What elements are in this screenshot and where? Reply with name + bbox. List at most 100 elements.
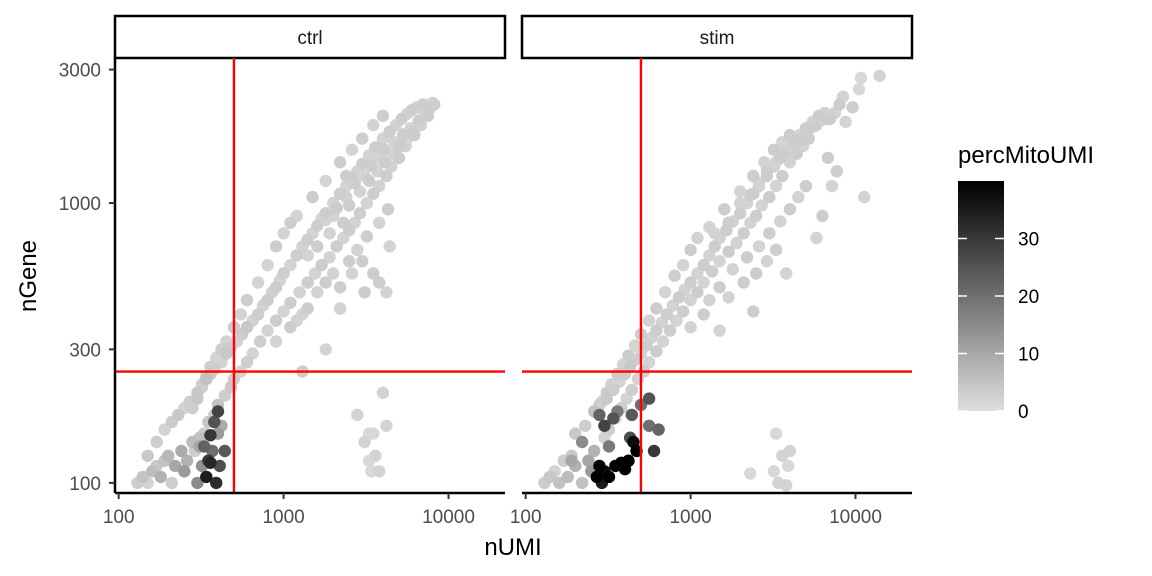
- data-point: [569, 427, 582, 440]
- data-point: [658, 286, 672, 299]
- data-point: [213, 459, 226, 473]
- data-point: [676, 258, 690, 272]
- data-point: [376, 109, 390, 123]
- data-point: [323, 227, 336, 240]
- data-point: [319, 207, 332, 220]
- data-point: [810, 231, 823, 245]
- strip-box-ctrl: [113, 14, 507, 60]
- data-point: [261, 293, 274, 307]
- data-point: [340, 169, 353, 183]
- data-point: [301, 276, 314, 289]
- data-point: [381, 203, 395, 216]
- data-point: [650, 345, 663, 358]
- data-point: [713, 255, 726, 268]
- data-point: [769, 179, 783, 193]
- data-point: [611, 367, 624, 381]
- data-point: [587, 444, 601, 458]
- data-point: [656, 335, 670, 348]
- data-point: [343, 255, 356, 268]
- data-point: [708, 240, 721, 253]
- data-point: [737, 276, 750, 289]
- data-point: [348, 176, 361, 190]
- data-point: [708, 227, 721, 240]
- data-point: [208, 415, 221, 429]
- data-point: [290, 249, 303, 262]
- data-point: [672, 291, 686, 304]
- data-point: [378, 156, 391, 169]
- data-point: [251, 276, 265, 289]
- data-point: [330, 240, 343, 253]
- data-point: [180, 454, 194, 467]
- data-point: [763, 190, 776, 204]
- data-point: [726, 263, 739, 276]
- data-point: [730, 236, 743, 250]
- data-point: [778, 147, 791, 160]
- data-point: [333, 156, 347, 169]
- data-point: [697, 308, 710, 321]
- data-point: [168, 459, 182, 473]
- data-point: [253, 335, 267, 348]
- data-point: [333, 187, 347, 200]
- data-point: [358, 286, 371, 299]
- data-point: [330, 201, 343, 215]
- data-point: [543, 470, 556, 484]
- x-tick-label: 1000: [262, 507, 304, 528]
- x-tick-label: 10000: [422, 507, 475, 528]
- data-point: [625, 383, 638, 397]
- data-point: [839, 115, 852, 129]
- data-point: [783, 444, 797, 458]
- data-point: [783, 128, 797, 142]
- data-point: [668, 269, 681, 282]
- data-point: [333, 302, 347, 315]
- threshold-lines-stim: [522, 58, 912, 493]
- data-point: [380, 419, 393, 432]
- data-point: [830, 165, 843, 178]
- data-point: [825, 179, 839, 193]
- data-point: [191, 392, 204, 405]
- data-point: [261, 324, 274, 337]
- data-point: [162, 449, 175, 462]
- data-point: [744, 467, 757, 480]
- data-point: [650, 324, 663, 337]
- data-point: [579, 419, 592, 432]
- data-point: [345, 143, 359, 156]
- data-point: [799, 179, 813, 193]
- data-point: [575, 435, 589, 449]
- data-point: [846, 101, 859, 114]
- data-point: [750, 267, 763, 280]
- data-point: [412, 114, 425, 127]
- data-point: [383, 125, 396, 138]
- panel-stim: stim 100 1000 10000: [510, 14, 914, 528]
- data-point: [220, 347, 233, 360]
- x-axis-title: nUMI: [484, 534, 541, 561]
- data-point: [776, 169, 789, 183]
- data-point: [210, 476, 223, 490]
- data-point: [642, 314, 656, 327]
- data-point: [378, 143, 391, 156]
- data-point: [684, 243, 697, 257]
- legend-tick-label: 30: [1018, 230, 1039, 251]
- x-tick-label: 10000: [829, 507, 882, 528]
- data-point: [240, 321, 254, 334]
- data-point: [269, 335, 283, 348]
- data-point: [367, 267, 380, 280]
- x-tick-label: 100: [510, 507, 542, 528]
- data-point: [315, 258, 328, 272]
- data-point: [740, 251, 754, 264]
- data-point: [769, 427, 783, 440]
- data-point: [790, 147, 803, 160]
- data-point: [747, 169, 760, 183]
- data-point: [165, 476, 178, 490]
- legend-tick-label: 10: [1018, 345, 1039, 366]
- data-point: [360, 230, 374, 243]
- data-point: [607, 412, 620, 425]
- legend-tick-label: 0: [1018, 402, 1029, 423]
- data-point: [684, 276, 697, 289]
- data-point: [640, 339, 653, 352]
- data-point: [670, 314, 683, 327]
- data-point: [269, 281, 283, 294]
- data-point: [722, 245, 735, 258]
- data-point: [191, 476, 204, 490]
- data-point: [755, 199, 768, 212]
- data-point: [737, 227, 750, 240]
